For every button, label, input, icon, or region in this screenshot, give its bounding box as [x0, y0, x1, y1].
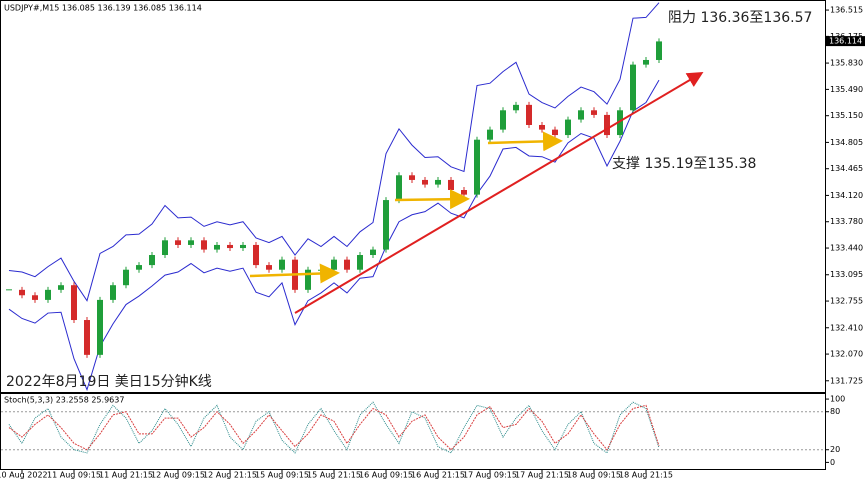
x-tick-label: 18 Aug 09:15: [567, 471, 621, 480]
y-tick-label: 133.780: [830, 217, 863, 226]
candle: [604, 114, 610, 136]
candle: [188, 240, 194, 245]
x-tick-label: 12 Aug 09:15: [151, 471, 205, 480]
candle: [240, 244, 246, 249]
candle: [32, 295, 38, 300]
price-label-box: [826, 36, 865, 47]
candle: [279, 259, 285, 270]
candle: [227, 244, 233, 249]
stoch-line: [8, 401, 660, 454]
y-tick-label: 134.465: [830, 164, 863, 173]
candle: [344, 259, 350, 270]
candle: [552, 129, 558, 136]
candle: [97, 299, 103, 355]
annotation: 阻力 136.36至136.57: [668, 10, 812, 26]
candle: [71, 285, 77, 321]
stoch-panel: [0, 393, 826, 470]
current-price: 136.114: [829, 37, 862, 46]
support-arrow: [394, 189, 470, 210]
candle: [331, 259, 337, 270]
y-tick-label: 135.830: [830, 59, 863, 68]
candle: [487, 129, 493, 140]
candle: [305, 269, 311, 290]
candle: [643, 59, 649, 65]
price-panel: [0, 0, 826, 393]
annotation: 2022年8月19日 美日15分钟K线: [6, 373, 212, 390]
candle: [357, 255, 363, 270]
upper-band: [8, 2, 660, 302]
candle: [58, 285, 64, 290]
price-plot: [6, 2, 662, 392]
stoch-line: [8, 404, 660, 451]
candle: [19, 289, 25, 296]
y-tick-label: 136.515: [830, 6, 863, 15]
candle: [617, 110, 623, 136]
candle: [370, 249, 376, 256]
candle: [175, 240, 181, 245]
candle: [539, 124, 545, 130]
candle: [318, 269, 324, 271]
chart-title: USDJPY#,M15 136.085 136.139 136.085 136.…: [4, 4, 202, 13]
lower-band: [8, 79, 660, 392]
candle: [565, 119, 571, 136]
y-tick-label: 20: [830, 445, 840, 454]
candle: [45, 289, 51, 300]
candle: [578, 110, 584, 120]
candle: [136, 265, 142, 270]
x-tick-label: 16 Aug 09:15: [359, 471, 413, 480]
x-tick-label: 15 Aug 21:15: [307, 471, 361, 480]
y-tick-label: 132.755: [830, 297, 863, 306]
y-tick-label: 135.490: [830, 85, 863, 94]
y-tick-label: 0: [830, 458, 835, 467]
y-tick-label: 131.725: [830, 376, 863, 385]
candle: [526, 104, 532, 125]
candle: [435, 179, 441, 185]
candle: [630, 64, 636, 111]
y-tick-label: 132.410: [830, 323, 863, 332]
candle: [201, 240, 207, 250]
trend-line: [294, 71, 704, 314]
y-tick-label: 133.095: [830, 270, 863, 279]
candle: [500, 110, 506, 130]
candle: [266, 265, 272, 270]
candle: [448, 179, 454, 191]
candle: [162, 240, 168, 256]
x-tick-label: 15 Aug 09:15: [255, 471, 309, 480]
support-arrow: [487, 131, 563, 152]
y-tick-label: 134.805: [830, 138, 863, 147]
candle: [409, 175, 415, 180]
candle: [123, 269, 129, 286]
stoch-title: Stoch(5,3,3) 23.2558 25.9637: [4, 396, 124, 405]
y-tick-label: 135.150: [830, 111, 863, 120]
y-tick-label: 100: [830, 395, 845, 404]
y-tick-label: 80: [830, 407, 840, 416]
y-tick-label: 133.440: [830, 244, 863, 253]
x-tick-label: 16 Aug 21:15: [411, 471, 465, 480]
x-tick-label: 17 Aug 21:15: [515, 471, 569, 480]
candle: [591, 110, 597, 115]
candle: [474, 139, 480, 195]
x-tick-label: 18 Aug 21:15: [619, 471, 673, 480]
candle: [84, 320, 90, 355]
candle: [149, 255, 155, 266]
x-tick-label: 11 Aug 21:15: [99, 471, 153, 480]
candle: [396, 175, 402, 201]
x-tick-label: 12 Aug 21:15: [203, 471, 257, 480]
x-tick-label: 17 Aug 09:15: [463, 471, 517, 480]
annotation: 支撑 135.19至135.38: [612, 156, 756, 172]
candle: [110, 285, 116, 300]
candle: [214, 244, 220, 250]
candle: [513, 104, 519, 111]
candle: [383, 200, 389, 250]
support-arrow: [249, 263, 340, 284]
x-tick-label: 11 Aug 09:15: [47, 471, 101, 480]
y-tick-label: 134.120: [830, 191, 863, 200]
candle: [253, 244, 259, 266]
x-tick-label: 10 Aug 2022: [0, 471, 48, 480]
candle: [656, 41, 662, 60]
y-tick-label: 132.070: [830, 350, 863, 359]
candle: [461, 190, 467, 195]
candle: [422, 179, 428, 185]
